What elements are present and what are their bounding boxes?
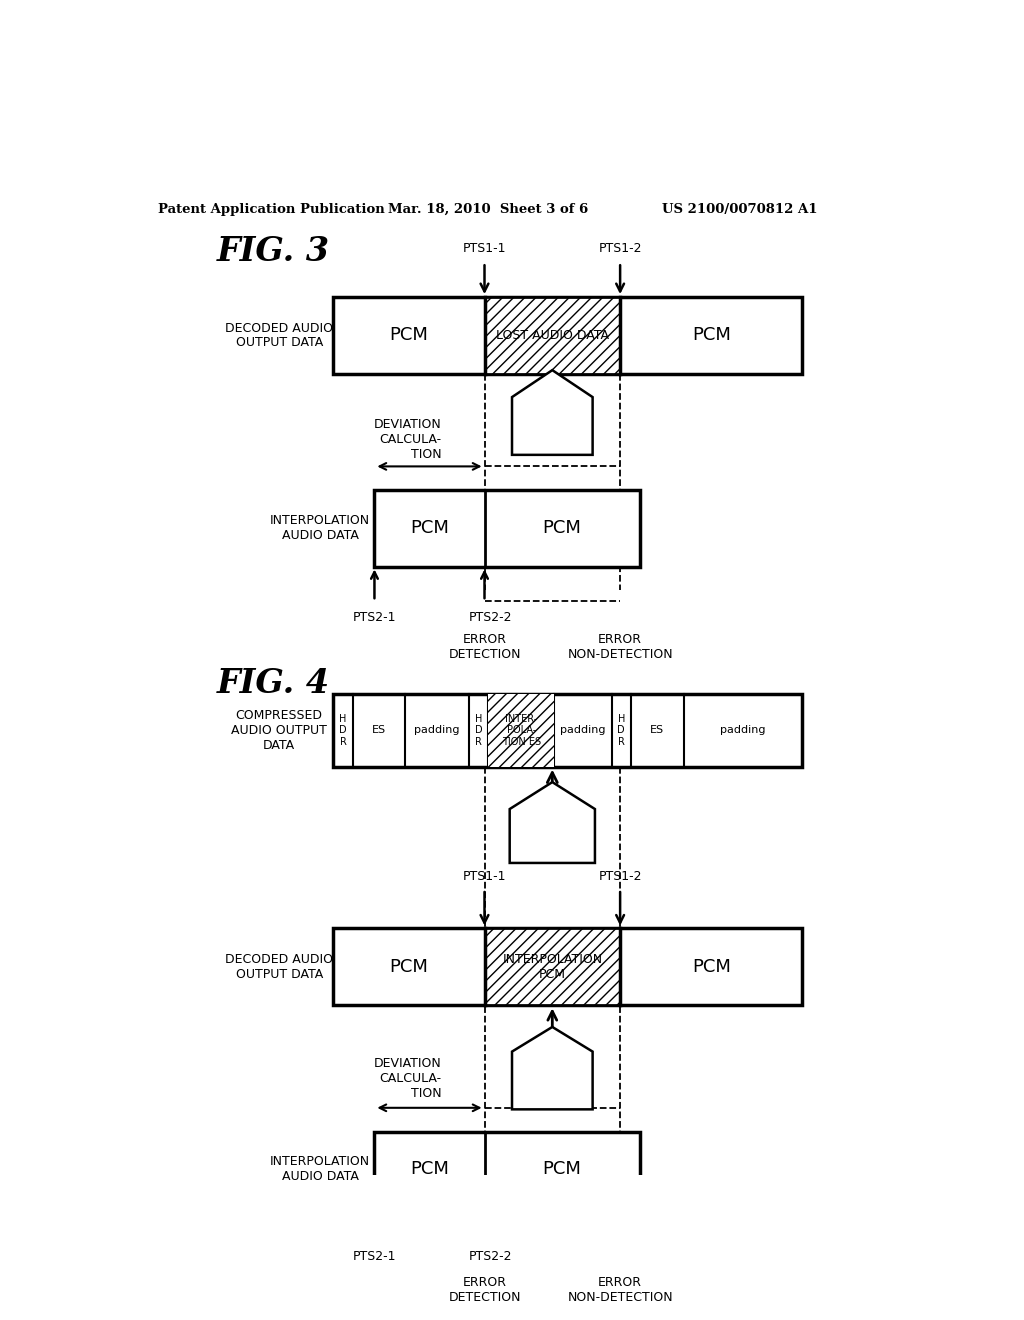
Text: ERROR
DETECTION: ERROR DETECTION: [449, 634, 521, 661]
Text: PCM: PCM: [410, 1160, 449, 1177]
Text: ERROR
NON-DETECTION: ERROR NON-DETECTION: [567, 1276, 673, 1304]
Text: LOST AUDIO DATA: LOST AUDIO DATA: [496, 329, 609, 342]
Text: PCM: PCM: [389, 958, 428, 975]
Text: FIG. 3: FIG. 3: [217, 235, 331, 268]
Text: ERROR
NON-DETECTION: ERROR NON-DETECTION: [567, 634, 673, 661]
Text: PTS2-2: PTS2-2: [469, 611, 512, 624]
Text: PCM: PCM: [692, 958, 731, 975]
Bar: [484, 297, 621, 374]
Text: PCM: PCM: [410, 519, 449, 537]
Text: PCM: PCM: [543, 1160, 582, 1177]
Text: FIG. 4: FIG. 4: [217, 667, 331, 700]
Text: ES: ES: [372, 725, 386, 735]
Bar: [484, 928, 621, 1006]
Text: padding: padding: [720, 725, 766, 735]
Polygon shape: [512, 370, 593, 455]
Text: DECODED AUDIO
OUTPUT DATA: DECODED AUDIO OUTPUT DATA: [225, 953, 333, 981]
Text: ERROR
DETECTION: ERROR DETECTION: [449, 1276, 521, 1304]
Bar: [334, 693, 802, 767]
Text: INTERPOLATION
AUDIO DATA: INTERPOLATION AUDIO DATA: [270, 513, 371, 543]
Polygon shape: [512, 1027, 593, 1109]
Text: COMPRESSED
AUDIO OUTPUT
DATA: COMPRESSED AUDIO OUTPUT DATA: [231, 709, 327, 751]
Text: DEVIATION
CALCULA-
TION: DEVIATION CALCULA- TION: [374, 418, 442, 461]
Text: DEVIATION
CALCULA-
TION: DEVIATION CALCULA- TION: [374, 1057, 442, 1100]
Text: padding: padding: [415, 725, 460, 735]
Text: INTERPOLATION
PCM: INTERPOLATION PCM: [502, 953, 602, 981]
Bar: [375, 1133, 640, 1205]
Text: PTS1-2: PTS1-2: [598, 870, 642, 883]
Text: ES: ES: [650, 725, 665, 735]
Text: H
D
R: H D R: [339, 714, 347, 747]
Text: DECODED AUDIO
OUTPUT DATA: DECODED AUDIO OUTPUT DATA: [225, 322, 333, 350]
Text: PCM: PCM: [389, 326, 428, 345]
Text: PTS2-2: PTS2-2: [469, 1250, 512, 1263]
Text: PCM: PCM: [543, 519, 582, 537]
Bar: [375, 490, 640, 566]
Text: PTS2-1: PTS2-1: [352, 1250, 396, 1263]
Text: H
D
R: H D R: [475, 714, 482, 747]
Text: PTS1-1: PTS1-1: [463, 242, 506, 255]
Text: H
D
R: H D R: [617, 714, 625, 747]
Text: INTER-
POLA-
TION: INTER- POLA- TION: [534, 1064, 570, 1097]
Text: PTS1-1: PTS1-1: [463, 870, 506, 883]
Polygon shape: [510, 781, 595, 863]
Bar: [334, 928, 802, 1006]
Text: Mar. 18, 2010  Sheet 3 of 6: Mar. 18, 2010 Sheet 3 of 6: [388, 203, 589, 216]
Bar: [488, 693, 554, 767]
Text: PTS2-1: PTS2-1: [352, 611, 396, 624]
Text: Patent Application Publication: Patent Application Publication: [158, 203, 385, 216]
Text: PTS1-2: PTS1-2: [598, 242, 642, 255]
Text: INTER-
POLA-
TION: INTER- POLA- TION: [534, 409, 570, 442]
Text: padding: padding: [560, 725, 605, 735]
Text: INTERPOLATION
AUDIO DATA: INTERPOLATION AUDIO DATA: [270, 1155, 371, 1183]
Text: INTER-
POLA-
TION ES: INTER- POLA- TION ES: [502, 714, 541, 747]
Text: PCM: PCM: [692, 326, 731, 345]
Text: US 2100/0070812 A1: US 2100/0070812 A1: [663, 203, 818, 216]
Text: RE-
ENCO-
DING: RE- ENCO- DING: [535, 820, 570, 853]
Bar: [334, 297, 802, 374]
